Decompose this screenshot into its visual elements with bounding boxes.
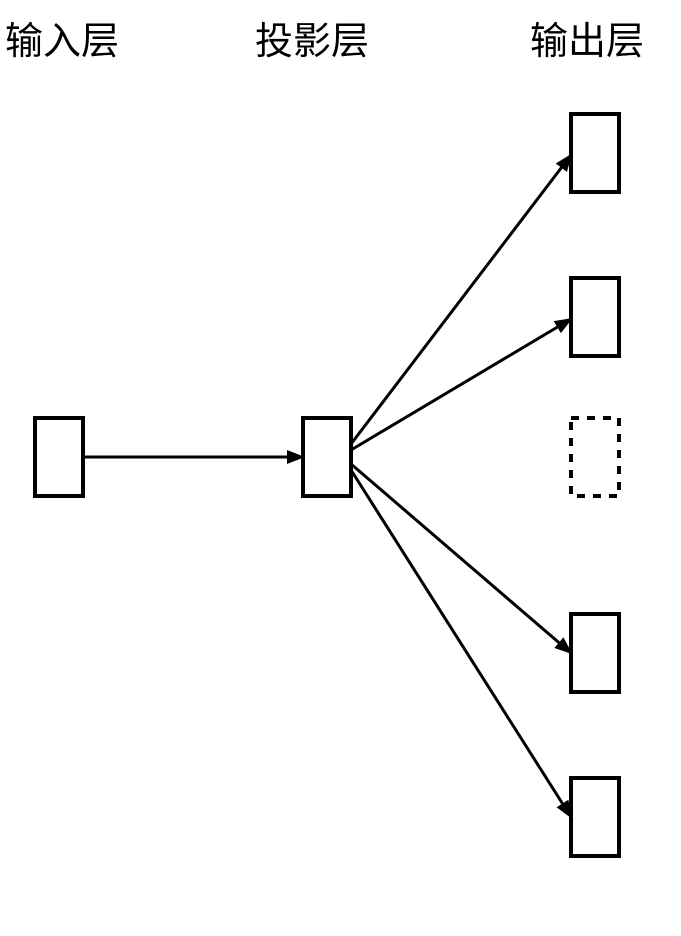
output-node-1-box: [571, 114, 619, 192]
output-node-4-box: [571, 614, 619, 692]
edge-projection-to-out5: [351, 470, 571, 817]
input-node-box: [35, 418, 83, 496]
projection-node-box: [303, 418, 351, 496]
edge-projection-to-out1: [351, 155, 571, 444]
edge-projection-to-out4: [351, 464, 571, 653]
edge-projection-to-out2: [351, 319, 571, 450]
diagram-canvas: [0, 0, 681, 936]
output-node-2-box: [571, 278, 619, 356]
output-node-5-box: [571, 778, 619, 856]
output-node-3-box-dashed: [571, 418, 619, 496]
